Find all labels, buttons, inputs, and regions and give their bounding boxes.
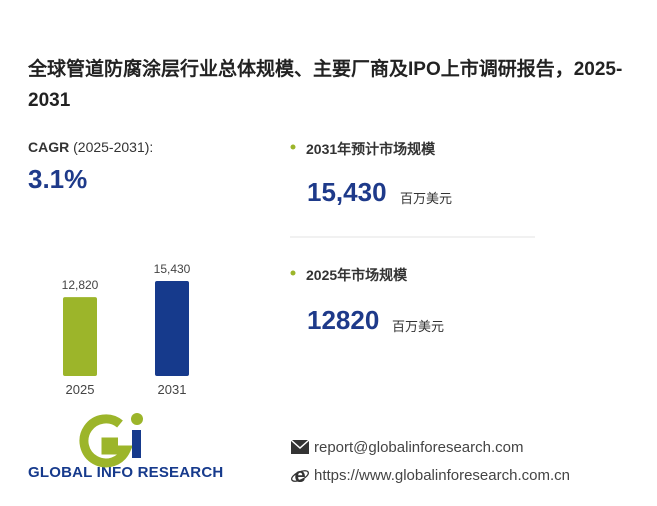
cagr-period: (2025-2031): [73,139,154,155]
data-label: 15,430 [154,262,191,276]
website[interactable]: https://www.globalinforesearch.com.cn [314,467,570,484]
x-tick-label: 2025 [66,382,95,397]
stat-label: 2025年市场规模 [306,267,408,283]
bar [155,281,189,376]
bullet [290,270,296,276]
stat-value: 12820 [307,305,380,335]
data-label: 12,820 [62,278,99,292]
cagr-value: 3.1% [28,164,88,194]
x-tick-label: 2031 [158,382,187,397]
svg-text:e: e [294,465,305,487]
email-icon [290,439,310,454]
email[interactable]: report@globalinforesearch.com [314,439,524,456]
logo-text: GLOBAL INFO RESEARCH [28,464,224,481]
cagr-heading: CAGR (2025-2031): [28,139,153,155]
bar [63,297,97,376]
stat-unit: 百万美元 [392,319,445,334]
title: 全球管道防腐涂层行业总体规模、主要厂商及IPO上市调研报告，2025-2031 [28,59,623,111]
web-icon: e [291,465,309,487]
bullet [290,144,296,150]
logo-mark [79,413,143,468]
stat-value: 15,430 [307,177,387,207]
stat-label: 2031年预计市场规模 [306,141,436,157]
cagr-label: CAGR [28,139,70,155]
stat-unit: 百万美元 [400,191,453,206]
